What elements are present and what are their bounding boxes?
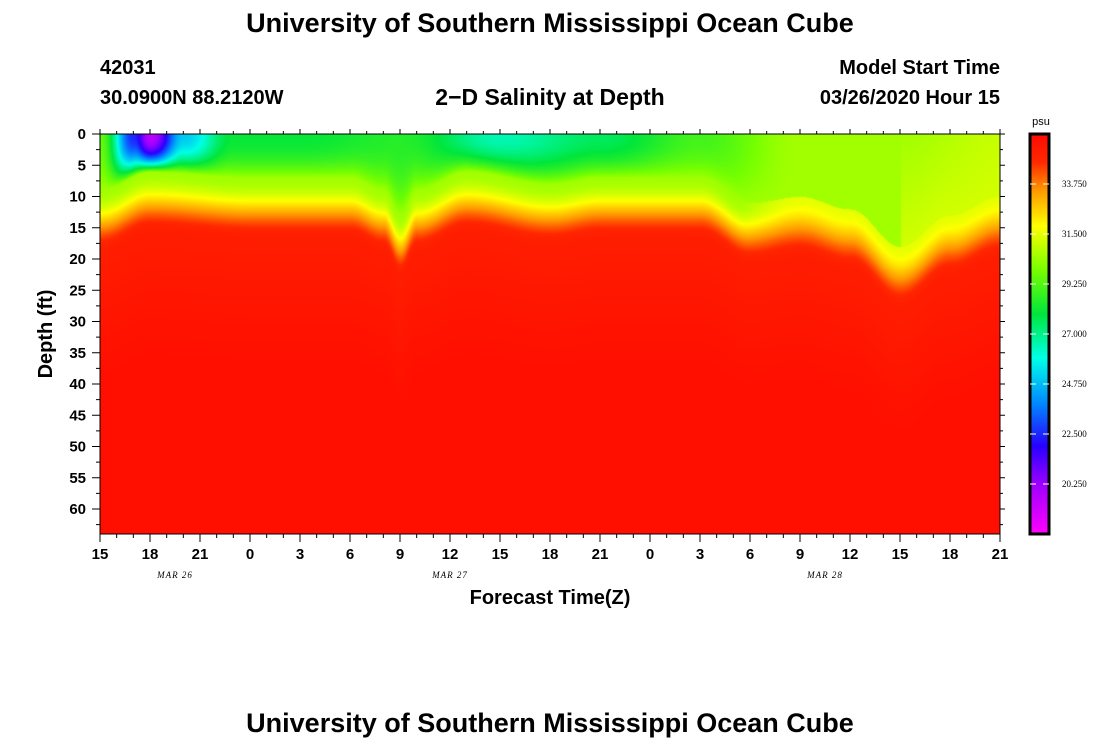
x-tick-label: 18 [542,546,559,563]
x-axis: 15 18 21 0 3 6 9 12 15 18 21 0 3 6 9 12 15 18 21 [92,129,1009,563]
x-tick-label: 15 [492,546,509,563]
y-tick-label: 60 [69,501,86,518]
top-title: University of Southern Mississippi Ocean… [246,8,854,38]
colorbar-unit: psu [1032,116,1050,128]
x-tick-label: 0 [246,546,254,563]
x-axis-label: Forecast Time(Z) [470,587,631,609]
bottom-title: University of Southern Mississippi Ocean… [246,708,854,738]
x-tick-label: 0 [646,546,654,563]
y-tick-label: 25 [69,282,86,299]
y-tick-label: 40 [69,376,86,393]
y-tick-label: 30 [69,314,86,331]
x-tick-label: 21 [992,546,1009,563]
colorbar-tick-label: 24.750 [1062,379,1087,389]
y-tick-label: 10 [69,189,86,206]
y-tick-label: 35 [69,345,86,362]
x-tick-label: 9 [796,546,804,563]
x-tick-label: 15 [892,546,909,563]
x-tick-label: 3 [696,546,704,563]
colorbar-tick-label: 29.250 [1062,279,1087,289]
x-tick-label: 21 [592,546,609,563]
colorbar-tick-label: 20.250 [1062,479,1087,489]
station-coords: 30.0900N 88.2120W [100,87,284,109]
x-tick-label: 12 [842,546,859,563]
station-id: 42031 [100,57,156,79]
y-axis-label: Depth (ft) [35,290,57,379]
colorbar-tick-label: 22.500 [1062,429,1087,439]
y-tick-label: 20 [69,251,86,268]
colorbar: psu 20.250 22.500 24.750 27.000 29.250 31.500… [1028,116,1087,536]
y-tick-label: 0 [78,126,86,143]
model-start-label: Model Start Time [839,57,1000,79]
plot-title: 2−D Salinity at Depth [435,84,665,110]
x-tick-label: 18 [942,546,959,563]
colorbar-ticks: 20.250 22.500 24.750 27.000 29.250 31.500 33.7… [1030,179,1087,489]
x-tick-label: 12 [442,546,459,563]
salinity-heatmap [100,134,1000,534]
y-tick-label: 45 [69,407,86,424]
colorbar-tick-label: 27.000 [1062,329,1087,339]
y-tick-label: 55 [69,470,86,487]
x-tick-label: 9 [396,546,404,563]
y-tick-label: 5 [78,157,86,174]
date-labels: MAR 26 MAR 27 MAR 28 [156,570,843,580]
date-label: MAR 28 [806,570,843,580]
model-start-time: 03/26/2020 Hour 15 [819,87,1000,109]
y-tick-label: 50 [69,439,86,456]
x-tick-label: 6 [346,546,354,563]
colorbar-tick-label: 31.500 [1062,229,1087,239]
x-tick-label: 18 [142,546,159,563]
x-tick-label: 6 [746,546,754,563]
y-tick-label: 15 [69,220,86,237]
x-tick-label: 15 [92,546,109,563]
x-tick-label: 3 [296,546,304,563]
x-tick-label: 21 [192,546,209,563]
y-axis: 0 5 10 15 20 25 30 35 40 45 50 55 60 [69,126,1005,526]
colorbar-tick-label: 33.750 [1062,179,1087,189]
date-label: MAR 26 [156,570,193,580]
date-label: MAR 27 [431,570,468,580]
